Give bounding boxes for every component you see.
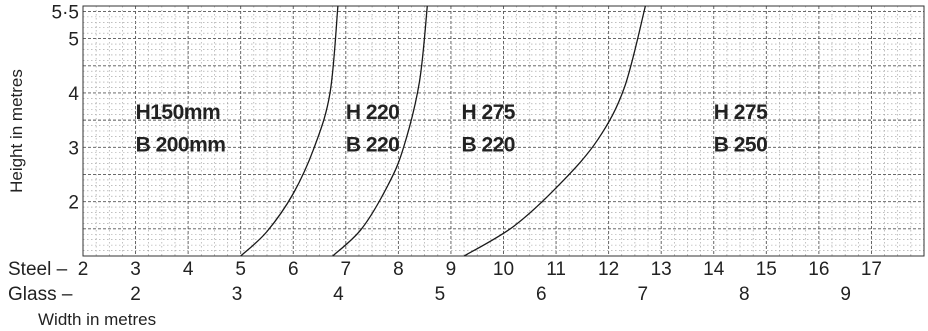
x-tick-label-glass: 5 [435, 284, 446, 305]
y-tick-label: 5 [68, 30, 79, 51]
x-tick-label-glass: 6 [536, 284, 547, 305]
x-tick-label-steel: 11 [546, 259, 566, 280]
x-tick-label-glass: 4 [333, 284, 344, 305]
region-labels: H150mm B 200mm H 220 B 220 H 275 B 220 H 275 B … [136, 101, 769, 157]
x-tick-label-steel: 4 [183, 259, 194, 280]
x-tick-label-steel: 17 [861, 259, 882, 280]
glass-axis-label: Glass – [8, 284, 73, 305]
plot-frame [82, 5, 925, 257]
steel-axis-label: Steel – [8, 259, 68, 280]
x-tick-label-glass: 2 [130, 284, 141, 305]
curves [240, 5, 647, 257]
y-tick-label: 5·5 [52, 2, 79, 23]
y-tick-label: 4 [68, 84, 79, 105]
region-label-1-height: H150mm [136, 101, 221, 124]
region-label-1-width: B 200mm [136, 134, 226, 157]
x-tick-label-steel: 9 [446, 259, 457, 280]
x-tick-label-glass: 3 [232, 284, 243, 305]
boundary-curve-2 [332, 5, 428, 257]
boundary-curve-3 [463, 5, 647, 257]
y-tick-label: 3 [68, 138, 79, 159]
x-tick-label-steel: 5 [235, 259, 246, 280]
region-label-3-width: B 220 [461, 134, 515, 157]
region-label-4-height: H 275 [714, 101, 768, 124]
x-axis-title: Width in metres [38, 310, 156, 329]
x-tick-label-glass: 8 [739, 284, 750, 305]
x-tick-label-steel: 7 [341, 259, 352, 280]
x-tick-label-glass: 7 [638, 284, 649, 305]
region-label-4-width: B 250 [714, 134, 768, 157]
x-tick-label-steel: 3 [130, 259, 141, 280]
y-tick-labels: 2 3 4 5 5·5 [52, 2, 80, 213]
x-tick-label-glass: 9 [840, 284, 851, 305]
region-label-3-height: H 275 [461, 101, 515, 124]
x-tick-label-steel: 6 [288, 259, 299, 280]
x-tick-label-steel: 12 [598, 259, 619, 280]
x-tick-label-steel: 10 [493, 259, 514, 280]
x-tick-labels-steel: 2 3 4 5 6 7 8 9 10 11 12 13 14 15 16 17 [78, 259, 882, 280]
x-tick-label-steel: 14 [703, 259, 725, 280]
x-tick-label-steel: 16 [808, 259, 829, 280]
x-tick-label-steel: 15 [756, 259, 777, 280]
x-tick-label-steel: 8 [393, 259, 404, 280]
y-tick-label: 2 [68, 193, 79, 214]
y-axis-title: Height in metres [7, 69, 26, 193]
region-label-2-height: H 220 [346, 101, 400, 124]
x-tick-label-steel: 13 [651, 259, 672, 280]
x-tick-label-steel: 2 [78, 259, 89, 280]
region-label-2-width: B 220 [346, 134, 400, 157]
boundary-curve-1 [240, 5, 339, 257]
